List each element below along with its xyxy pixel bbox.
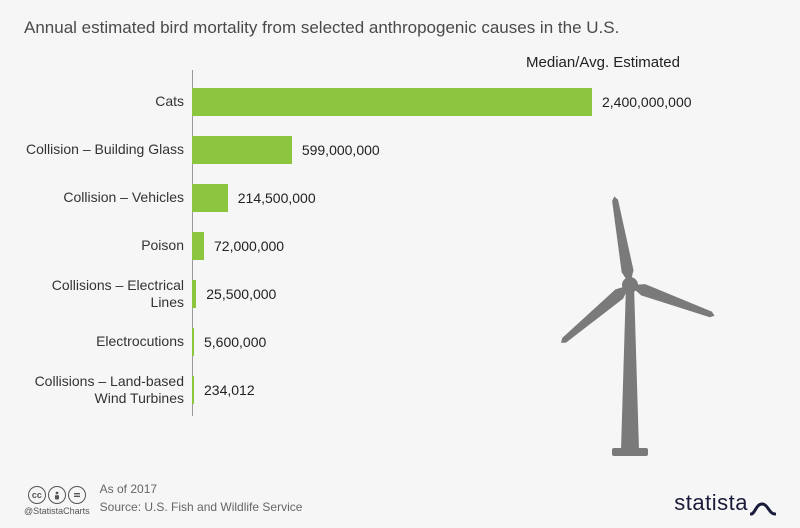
value-header: Median/Avg. Estimated [526, 54, 680, 71]
bar-value: 72,000,000 [214, 238, 284, 254]
asof-text: As of 2017 [100, 480, 303, 498]
footer-meta: As of 2017 Source: U.S. Fish and Wildlif… [100, 480, 303, 516]
cc-icons: cc [28, 486, 86, 504]
bar-row: Cats 2,400,000,000 [24, 78, 776, 126]
bar-row: Collisions – Land-based Wind Turbines 234… [24, 366, 776, 414]
bar [192, 376, 194, 404]
bar-value: 599,000,000 [302, 142, 380, 158]
bar-row: Collisions – Electrical Lines 25,500,000 [24, 270, 776, 318]
bar-value: 214,500,000 [238, 190, 316, 206]
bar-track: 214,500,000 [192, 174, 776, 222]
bar-rows: Cats 2,400,000,000 Collision – Building Gl… [24, 78, 776, 414]
bar-label: Collision – Vehicles [24, 189, 192, 207]
chart-container: Annual estimated bird mortality from sel… [0, 0, 800, 528]
bar-label: Collisions – Electrical Lines [24, 277, 192, 312]
bar [192, 280, 196, 308]
bar-track: 599,000,000 [192, 126, 776, 174]
footer-left: cc @StatistaCharts As of 2017 Source: U.… [24, 480, 302, 516]
cc-icon: cc [28, 486, 46, 504]
bar-track: 234,012 [192, 366, 776, 414]
cc-nd-icon [68, 486, 86, 504]
footer: cc @StatistaCharts As of 2017 Source: U.… [24, 480, 776, 516]
bar [192, 328, 194, 356]
bar-track: 72,000,000 [192, 222, 776, 270]
cc-handle: @StatistaCharts [24, 506, 90, 516]
bar [192, 136, 292, 164]
bar-label: Collision – Building Glass [24, 141, 192, 159]
chart-title: Annual estimated bird mortality from sel… [24, 18, 776, 38]
bar [192, 184, 228, 212]
statista-logo: statista [674, 490, 776, 516]
source-text: Source: U.S. Fish and Wildlife Service [100, 498, 303, 516]
bar-track: 25,500,000 [192, 270, 776, 318]
bar-label: Collisions – Land-based Wind Turbines [24, 373, 192, 408]
bar-row: Poison 72,000,000 [24, 222, 776, 270]
bar-value: 234,012 [204, 382, 255, 398]
statista-wave-icon [750, 498, 776, 516]
bar-value: 5,600,000 [204, 334, 266, 350]
bar [192, 232, 204, 260]
cc-license: cc @StatistaCharts [24, 486, 90, 516]
bar-track: 2,400,000,000 [192, 78, 776, 126]
bar-value: 25,500,000 [206, 286, 276, 302]
bar-track: 5,600,000 [192, 318, 776, 366]
bar [192, 88, 592, 116]
cc-by-icon [48, 486, 66, 504]
statista-logo-text: statista [674, 490, 748, 516]
bar-label: Poison [24, 237, 192, 255]
bar-label: Cats [24, 93, 192, 111]
bar-label: Electrocutions [24, 333, 192, 351]
bar-value: 2,400,000,000 [602, 94, 692, 110]
bar-row: Collision – Vehicles 214,500,000 [24, 174, 776, 222]
bar-row: Electrocutions 5,600,000 [24, 318, 776, 366]
bar-row: Collision – Building Glass 599,000,000 [24, 126, 776, 174]
